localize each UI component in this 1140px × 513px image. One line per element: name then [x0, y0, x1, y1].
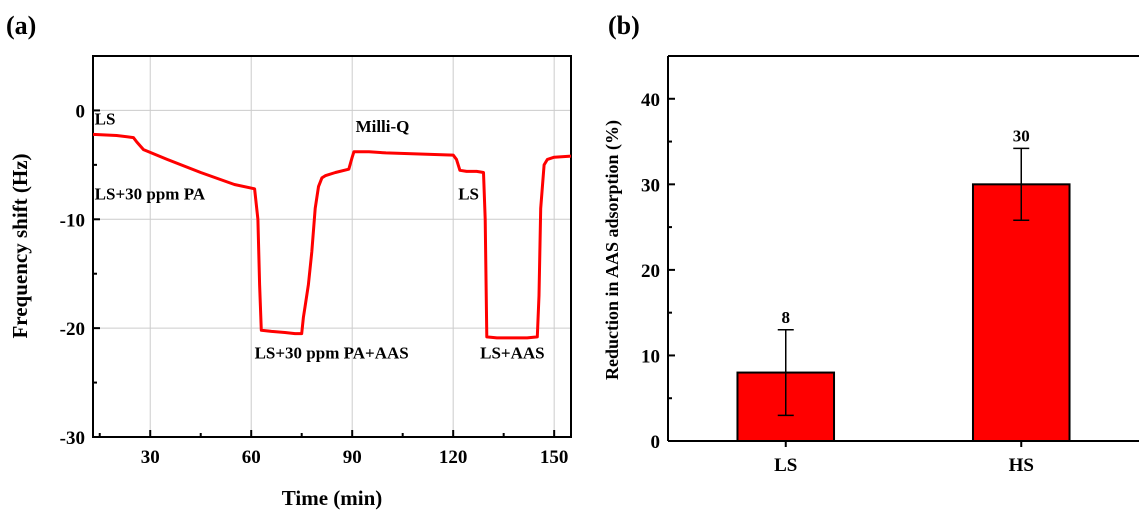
bar-hs: [971, 183, 1071, 442]
panel-b-y-tick-label: 30: [641, 175, 660, 196]
panel-b-ticks: 0 10 20 30 40: [641, 90, 675, 453]
panel-b-bars: 8 LS 30 HS: [736, 126, 1071, 476]
panel-b-category-label: HS: [1009, 455, 1034, 476]
panel-a-annotations: LS LS+30 ppm PA Milli-Q LS+30 ppm PA+AAS LS L…: [95, 110, 545, 363]
panel-b-y-tick-label: 0: [651, 432, 661, 453]
panel-a-annotation: LS: [458, 185, 479, 204]
bar-data-label: 8: [782, 308, 791, 327]
panel-a-y-tick-label: -10: [60, 210, 85, 231]
panel-b-y-tick-label: 20: [641, 261, 660, 282]
panel-a-y-tick-label: -30: [60, 428, 85, 449]
panel-b-y-axis-title: Reduction in AAS adsorption (%): [602, 120, 623, 380]
panel-a-label: (a): [6, 11, 36, 40]
panel-a: (a) 30 60 90 120 150 0 -10 -20 -30 LS LS+30 ppm P…: [6, 11, 572, 510]
panel-a-annotation: LS+AAS: [480, 344, 545, 363]
panel-a-ticks: 30 60 90 120 150 0 -10 -20 -30: [60, 55, 569, 468]
panel-a-x-tick-label: 150: [540, 447, 569, 468]
panel-b-category-label: LS: [774, 455, 797, 476]
panel-a-x-tick-label: 60: [242, 447, 261, 468]
panel-b: (b) 0 10 20 30 40 8 LS 30 HS Reduction in AAS a…: [602, 11, 1139, 476]
panel-a-x-axis-title: Time (min): [282, 486, 383, 510]
panel-a-grid: [93, 56, 571, 438]
panel-a-x-tick-label: 30: [141, 447, 160, 468]
frequency-shift-series-line: [92, 132, 572, 340]
panel-a-x-tick-label: 90: [343, 447, 362, 468]
panel-a-y-tick-label: 0: [76, 101, 86, 122]
panel-a-y-axis-title: Frequency shift (Hz): [8, 153, 32, 338]
panel-a-annotation: LS: [95, 110, 116, 129]
panel-a-annotation: Milli-Q: [356, 117, 410, 136]
bar-data-label: 30: [1013, 126, 1030, 145]
panel-a-annotation: LS+30 ppm PA: [95, 185, 206, 204]
panel-a-x-tick-label: 120: [439, 447, 468, 468]
panel-b-y-tick-label: 10: [641, 346, 660, 367]
panel-a-annotation: LS+30 ppm PA+AAS: [255, 344, 409, 363]
panel-b-y-tick-label: 40: [641, 90, 660, 111]
panel-a-y-tick-label: -20: [60, 319, 85, 340]
panel-a-plot-frame: [92, 55, 572, 438]
panel-b-label: (b): [608, 11, 640, 40]
